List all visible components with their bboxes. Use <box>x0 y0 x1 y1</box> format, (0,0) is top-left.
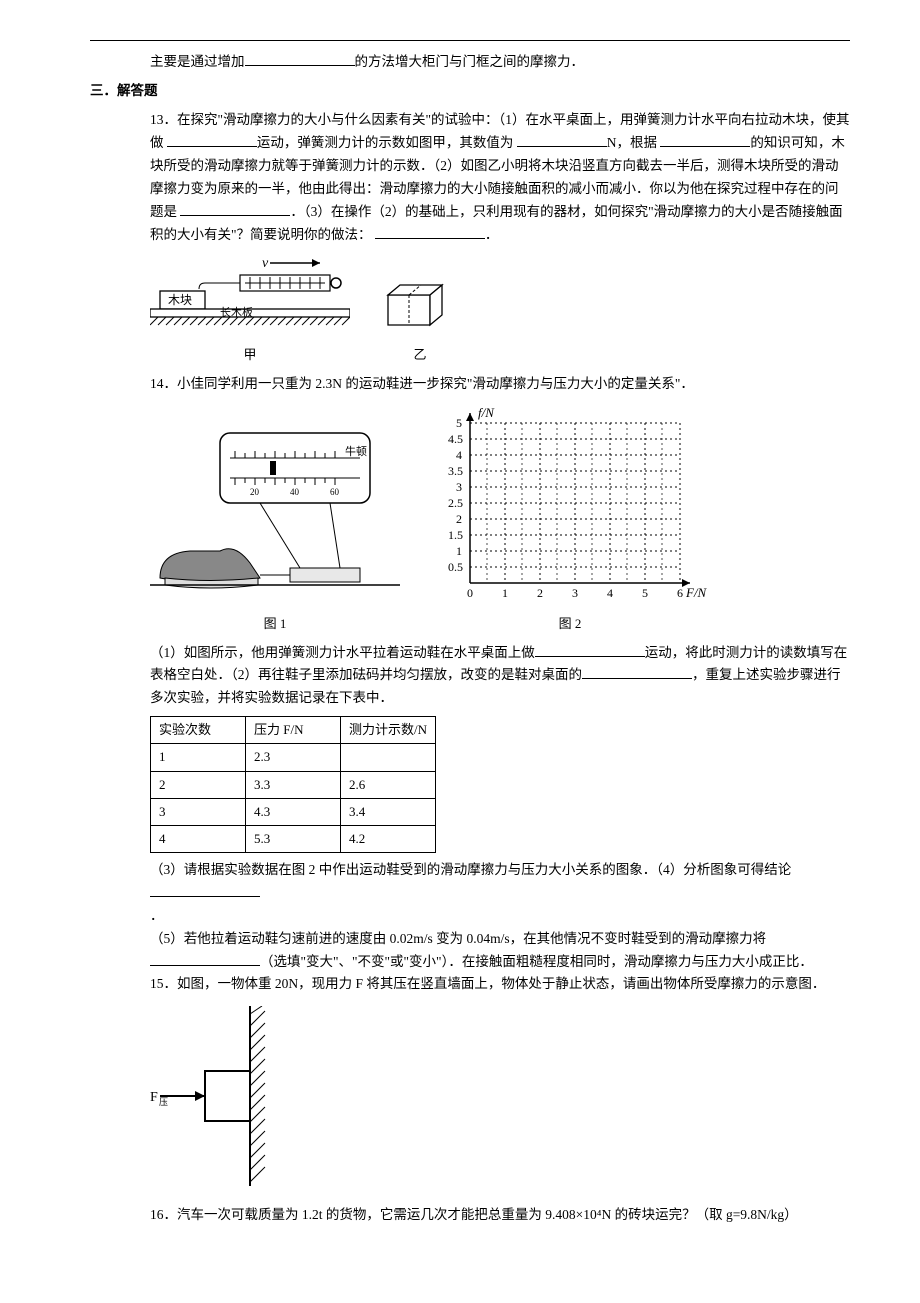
table-header-row: 实验次数 压力 F/N 测力计示数/N <box>151 717 436 744</box>
fig2-label: 图 2 <box>430 613 710 635</box>
ylabel: f/N <box>478 405 495 420</box>
apparatus-jia-icon: v 木块 长木板 <box>150 255 350 335</box>
q13-t2: 运动，弹簧测力计的示数如图甲，其数值为 <box>257 135 514 150</box>
block-yi-icon <box>380 275 460 335</box>
q16-text: 汽车一次可载质量为 1.2t 的货物，它需运几次才能把总重量为 9.408×10… <box>177 1207 798 1222</box>
svg-text:3.5: 3.5 <box>448 464 463 478</box>
q13-t3: N，根据 <box>607 135 657 150</box>
q14-blank4 <box>150 951 260 966</box>
top-line-text: 主要是通过增加的方法增大柜门与门框之间的摩擦力． <box>150 54 584 69</box>
svg-text:3: 3 <box>572 586 578 600</box>
q15-figure: F 压 <box>150 1006 850 1194</box>
svg-text:0.5: 0.5 <box>448 560 463 574</box>
svg-text:1: 1 <box>502 586 508 600</box>
svg-text:5: 5 <box>456 416 462 430</box>
svg-text:4: 4 <box>456 448 462 462</box>
q14-intro: 14．小佳同学利用一只重为 2.3N 的运动鞋进一步探究"滑动摩擦力与压力大小的… <box>90 373 850 396</box>
q14-p2-text: （3）请根据实验数据在图 2 中作出运动鞋受到的滑动摩擦力与压力大小关系的图象．… <box>150 862 791 877</box>
shoe-scale-icon: 牛顿 20 40 60 <box>150 423 400 603</box>
q14-figures: 牛顿 20 40 60 <box>150 403 850 635</box>
svg-text:3: 3 <box>456 480 462 494</box>
top-fragment: 主要是通过增加的方法增大柜门与门框之间的摩擦力． <box>90 51 850 74</box>
section-3-head: 三．解答题 <box>90 80 850 103</box>
th-0: 实验次数 <box>151 717 246 744</box>
xlabel: F/N <box>685 585 708 600</box>
graph-grid-icon: f/N F/N <box>430 403 710 603</box>
q14-blank2 <box>582 665 692 680</box>
q14-intro-text: 小佳同学利用一只重为 2.3N 的运动鞋进一步探究"滑动摩擦力与压力大小的定量关… <box>177 376 694 391</box>
q16: 16．汽车一次可载质量为 1.2t 的货物，它需运几次才能把总重量为 9.408… <box>90 1204 850 1227</box>
q13-num: 13． <box>150 112 177 127</box>
svg-text:2.5: 2.5 <box>448 496 463 510</box>
q13-figures: v 木块 长木板 <box>150 255 850 367</box>
th-2: 测力计示数/N <box>341 717 436 744</box>
table-row: 12.3 <box>151 744 436 771</box>
q14-num: 14． <box>150 376 177 391</box>
q13-blank3 <box>660 132 750 147</box>
q13-blank2 <box>517 132 607 147</box>
fig-jia-label: 甲 <box>150 344 350 366</box>
fig1-label: 图 1 <box>150 613 400 635</box>
q14-dot: ． <box>90 905 850 928</box>
svg-text:4.5: 4.5 <box>448 432 463 446</box>
q13-fig-yi: 乙 <box>380 275 460 367</box>
svg-text:60: 60 <box>330 487 340 497</box>
q14-p3b: （选填"变大"、"不变"或"变小"）．在接触面粗糙程度相同时，滑动摩擦力与压力大… <box>260 954 813 969</box>
table-row: 23.32.6 <box>151 771 436 798</box>
wall-block-icon: F 压 <box>150 1006 310 1186</box>
q16-num: 16． <box>150 1207 177 1222</box>
svg-text:牛顿: 牛顿 <box>345 444 367 458</box>
table-row: 34.33.4 <box>151 798 436 825</box>
q13-blank5 <box>375 224 485 239</box>
q14-table: 实验次数 压力 F/N 测力计示数/N 12.3 23.32.6 34.33.4… <box>150 716 436 852</box>
wood-label: 木块 <box>168 293 192 307</box>
q14-p1: （1）如图所示，他用弹簧测力计水平拉着运动鞋在水平桌面上做运动，将此时测力计的读… <box>90 642 850 711</box>
q13-blank1 <box>167 132 257 147</box>
top-rule <box>90 40 850 41</box>
q14-fig1: 牛顿 20 40 60 <box>150 423 400 635</box>
svg-text:2: 2 <box>537 586 543 600</box>
svg-text:2: 2 <box>456 512 462 526</box>
f-label: F <box>150 1090 158 1105</box>
svg-text:40: 40 <box>290 487 300 497</box>
q14-p3a: （5）若他拉着运动鞋匀速前进的速度由 0.02m/s 变为 0.04m/s，在其… <box>150 931 766 946</box>
q14-blank3 <box>150 882 260 897</box>
q15: 15．如图，一物体重 20N，现用力 F 将其压在竖直墙面上，物体处于静止状态，… <box>90 973 850 996</box>
f-sub: 压 <box>159 1097 168 1107</box>
q13: 13．在探究"滑动摩擦力的大小与什么因素有关"的试验中：（1）在水平桌面上，用弹… <box>90 109 850 247</box>
q14-p3: （5）若他拉着运动鞋匀速前进的速度由 0.02m/s 变为 0.04m/s，在其… <box>90 928 850 974</box>
svg-text:4: 4 <box>607 586 613 600</box>
q13-blank4 <box>180 201 290 216</box>
svg-text:20: 20 <box>250 487 260 497</box>
svg-text:5: 5 <box>642 586 648 600</box>
q15-text: 如图，一物体重 20N，现用力 F 将其压在竖直墙面上，物体处于静止状态，请画出… <box>177 976 825 991</box>
fig-yi-label: 乙 <box>380 344 460 366</box>
svg-text:1.5: 1.5 <box>448 528 463 542</box>
q14-p2: （3）请根据实验数据在图 2 中作出运动鞋受到的滑动摩擦力与压力大小关系的图象．… <box>90 859 850 905</box>
svg-text:v: v <box>262 256 269 271</box>
q13-fig-jia: v 木块 长木板 <box>150 255 350 367</box>
q14-p1a: （1）如图所示，他用弹簧测力计水平拉着运动鞋在水平桌面上做 <box>150 645 535 660</box>
th-1: 压力 F/N <box>246 717 341 744</box>
table-row: 45.34.2 <box>151 825 436 852</box>
q15-num: 15． <box>150 976 177 991</box>
svg-text:1: 1 <box>456 544 462 558</box>
svg-text:6: 6 <box>677 586 683 600</box>
svg-text:0: 0 <box>467 586 473 600</box>
q14-fig2: f/N F/N <box>430 403 710 635</box>
q14-blank1 <box>535 642 645 657</box>
